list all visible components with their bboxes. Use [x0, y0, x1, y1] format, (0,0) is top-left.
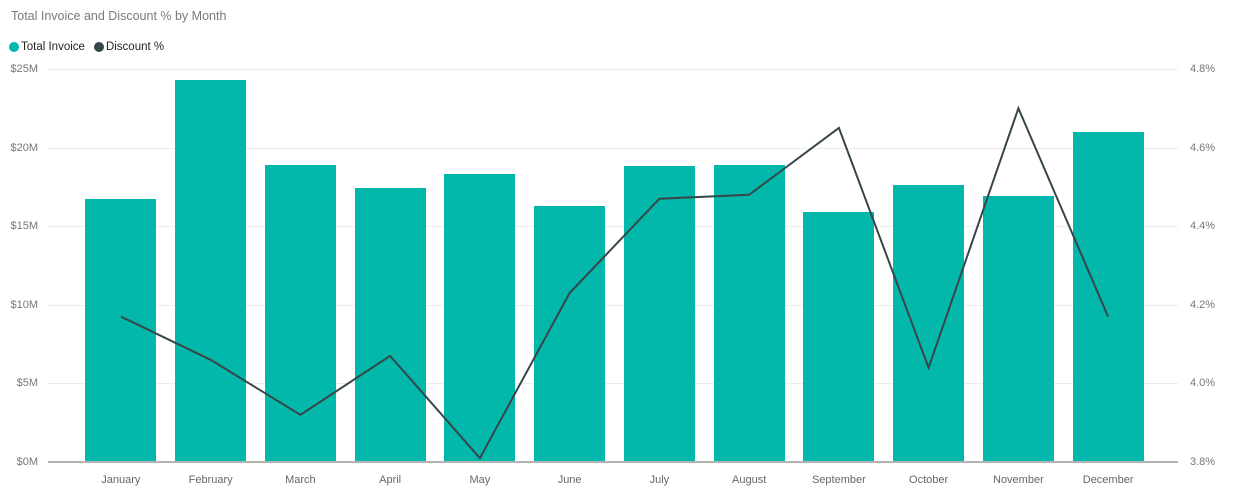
x-axis-label-october: October [909, 474, 949, 486]
x-axis-label-june: June [557, 474, 582, 486]
legend-dot-icon [93, 42, 104, 52]
bar-slot-december [1063, 69, 1153, 462]
legend-label: Total Invoice [21, 41, 85, 53]
left-axis-tick: $0M [16, 456, 38, 468]
left-axis-tick: $15M [10, 220, 38, 233]
left-axis-tick: $10M [10, 298, 38, 311]
legend-dot-icon [9, 42, 19, 52]
legend-item-total-invoice[interactable]: Total Invoice [9, 41, 85, 53]
x-axis-label-july: July [649, 474, 670, 486]
bar-slot-april [345, 69, 435, 462]
right-axis-tick: 4.2% [1190, 298, 1216, 311]
gridline [48, 383, 1178, 384]
bar-february[interactable] [175, 80, 247, 462]
bar-slot-october [884, 69, 974, 462]
x-axis-label-december: December [1082, 474, 1134, 486]
discount-line[interactable] [120, 105, 1110, 460]
bar-october[interactable] [893, 185, 965, 462]
bar-july[interactable] [623, 166, 695, 462]
x-axis-label-august: August [732, 474, 767, 486]
bar-slot-september [794, 69, 884, 462]
right-axis-tick: 4.0% [1190, 377, 1216, 390]
gridline [48, 148, 1178, 149]
bar-august[interactable] [713, 164, 785, 462]
gridline [48, 69, 1178, 70]
x-axis-label-march: March [285, 474, 316, 486]
plot-area [48, 69, 1178, 463]
legend-item-discount-[interactable]: Discount % [93, 41, 165, 53]
left-axis-tick: $25M [10, 63, 38, 75]
bar-january[interactable] [85, 199, 157, 462]
bar-march[interactable] [264, 164, 336, 462]
right-axis-tick: 4.6% [1190, 141, 1216, 154]
x-axis-label-september: September [811, 474, 866, 486]
discount-line-layer [120, 105, 1110, 460]
right-axis-tick: 4.8% [1190, 63, 1216, 75]
left-axis-tick: $5M [16, 377, 38, 390]
bar-slot-january [76, 69, 166, 462]
bar-slot-march [256, 69, 346, 462]
legend: Total Invoice Discount % [9, 40, 173, 54]
gridline [48, 226, 1178, 227]
legend-label: Discount % [105, 41, 165, 53]
gridline [48, 305, 1178, 306]
bar-slot-november [974, 69, 1064, 462]
x-axis-label-january: January [101, 474, 141, 486]
bar-slot-august [704, 69, 794, 462]
bar-december[interactable] [1072, 131, 1144, 462]
right-axis-tick: 4.4% [1190, 220, 1216, 233]
bar-slot-february [166, 69, 256, 462]
bar-september[interactable] [803, 212, 875, 462]
bar-slot-june [525, 69, 615, 462]
bar-april[interactable] [354, 188, 426, 462]
left-axis-tick: $20M [10, 141, 38, 154]
x-axis-label-april: April [379, 474, 402, 486]
bar-slot-july [615, 69, 705, 462]
x-axis-label-february: February [188, 474, 233, 486]
x-axis-label-november: November [993, 474, 1044, 486]
x-axis-label-may: May [469, 474, 491, 486]
right-axis-tick: 3.8% [1190, 456, 1216, 468]
x-axis-baseline [48, 461, 1178, 463]
chart-title: Total Invoice and Discount % by Month [11, 9, 227, 23]
bars-area [76, 69, 1153, 462]
bar-june[interactable] [534, 205, 606, 462]
bar-november[interactable] [982, 196, 1054, 462]
